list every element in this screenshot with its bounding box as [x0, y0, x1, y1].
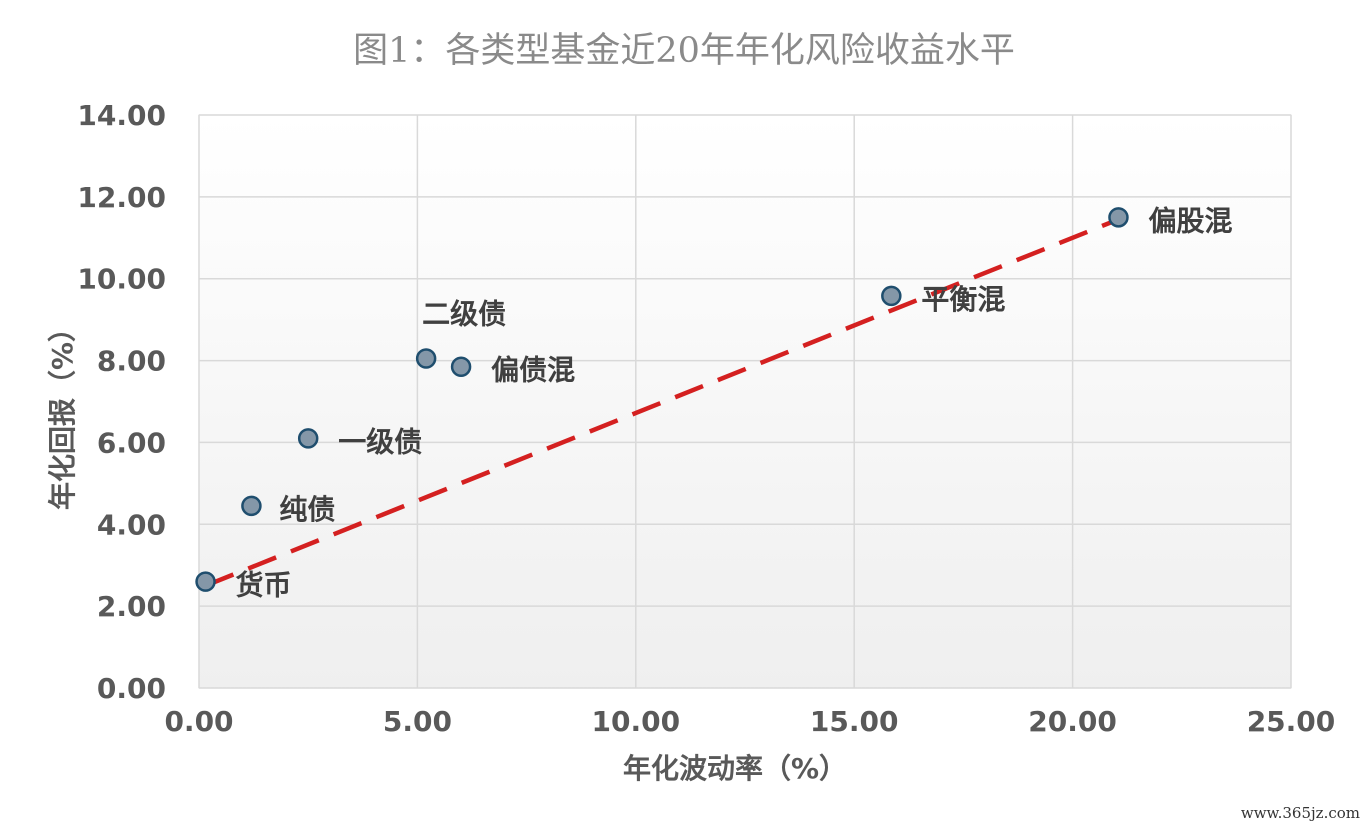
- x-axis-ticks: 0.00 5.00 10.00 15.00 20.00 25.00: [164, 705, 1335, 738]
- point-label: 偏股混: [1148, 204, 1232, 237]
- trendline: [204, 217, 1120, 588]
- point-label: 偏债混: [491, 354, 575, 387]
- y-tick-label: 4.00: [97, 508, 166, 541]
- y-tick-label: 8.00: [97, 345, 166, 378]
- y-tick-label: 6.00: [97, 426, 166, 459]
- y-tick-label: 12.00: [77, 181, 166, 214]
- data-point: [450, 356, 472, 377]
- point-label: 二级债: [422, 298, 506, 331]
- point-label: 货币: [236, 569, 292, 602]
- data-point: [415, 348, 437, 369]
- y-tick-label: 10.00: [77, 263, 166, 296]
- point-label: 平衡混: [921, 283, 1005, 316]
- data-points: [195, 207, 1129, 592]
- data-point: [297, 428, 319, 449]
- trendline-group: [204, 217, 1120, 588]
- plot-area: [198, 114, 1292, 689]
- watermark: www.365jz.com: [1241, 804, 1360, 822]
- y-axis-title: 年化回报（%）: [46, 314, 79, 510]
- x-tick-label: 10.00: [592, 705, 681, 738]
- data-point: [881, 285, 902, 307]
- chart-title: 图1：各类型基金近20年年化风险收益水平: [353, 31, 1015, 71]
- x-tick-label: 25.00: [1247, 705, 1336, 738]
- data-point: [195, 571, 216, 592]
- point-label: 纯债: [279, 493, 335, 526]
- x-tick-label: 15.00: [810, 705, 899, 738]
- y-tick-label: 0.00: [97, 672, 166, 705]
- data-point: [241, 495, 262, 517]
- x-axis-title: 年化波动率（%）: [623, 752, 847, 785]
- y-tick-label: 14.00: [77, 99, 166, 132]
- gridlines: [198, 114, 1292, 689]
- point-label: 一级债: [338, 425, 422, 458]
- data-point: [1108, 207, 1129, 228]
- x-tick-label: 5.00: [383, 705, 452, 738]
- y-axis-ticks: 0.00 2.00 4.00 6.00 8.00 10.00 12.00 14.00: [77, 99, 166, 705]
- x-tick-label: 20.00: [1028, 705, 1117, 738]
- x-tick-label: 0.00: [164, 705, 233, 738]
- y-tick-label: 2.00: [97, 590, 166, 623]
